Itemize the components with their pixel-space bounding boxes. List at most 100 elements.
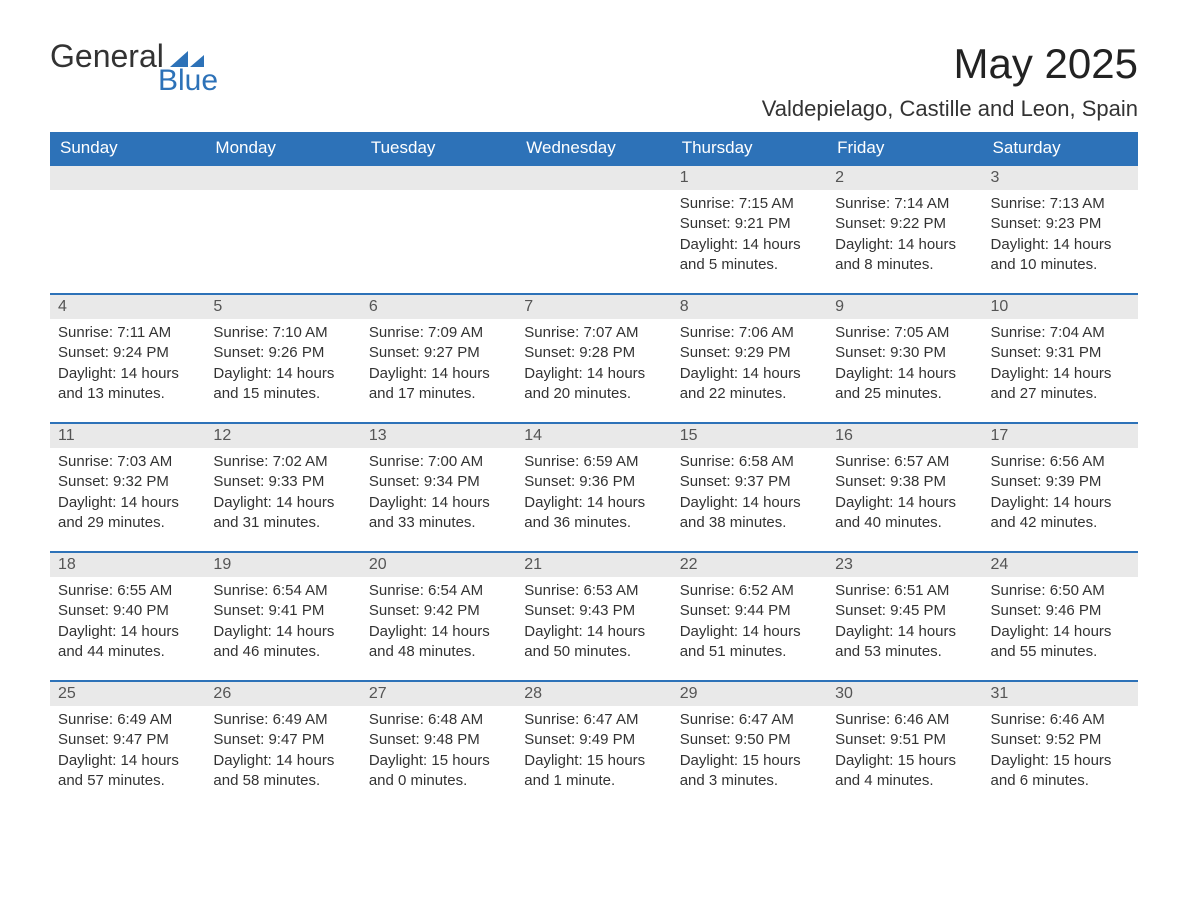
day-body: Sunrise: 6:59 AMSunset: 9:36 PMDaylight:… bbox=[516, 448, 671, 533]
day-body: Sunrise: 6:46 AMSunset: 9:52 PMDaylight:… bbox=[983, 706, 1138, 791]
sunset-text: Sunset: 9:50 PM bbox=[680, 730, 819, 750]
sunset-text: Sunset: 9:33 PM bbox=[213, 472, 352, 492]
day-number: 26 bbox=[205, 682, 360, 706]
daylight-text: Daylight: 14 hours and 33 minutes. bbox=[369, 493, 508, 534]
daylight-text: Daylight: 14 hours and 58 minutes. bbox=[213, 751, 352, 792]
day-number: 30 bbox=[827, 682, 982, 706]
day-body: Sunrise: 7:04 AMSunset: 9:31 PMDaylight:… bbox=[983, 319, 1138, 404]
calendar-week-row: 18Sunrise: 6:55 AMSunset: 9:40 PMDayligh… bbox=[50, 551, 1138, 680]
sunrise-text: Sunrise: 6:54 AM bbox=[369, 581, 508, 601]
calendar-cell: 29Sunrise: 6:47 AMSunset: 9:50 PMDayligh… bbox=[672, 680, 827, 809]
calendar-week-row: 1Sunrise: 7:15 AMSunset: 9:21 PMDaylight… bbox=[50, 164, 1138, 293]
day-number: 12 bbox=[205, 424, 360, 448]
calendar-cell: 26Sunrise: 6:49 AMSunset: 9:47 PMDayligh… bbox=[205, 680, 360, 809]
day-body: Sunrise: 6:55 AMSunset: 9:40 PMDaylight:… bbox=[50, 577, 205, 662]
calendar-header-row: Sunday Monday Tuesday Wednesday Thursday… bbox=[50, 132, 1138, 164]
sunrise-text: Sunrise: 7:06 AM bbox=[680, 323, 819, 343]
day-number: 20 bbox=[361, 553, 516, 577]
sunset-text: Sunset: 9:49 PM bbox=[524, 730, 663, 750]
day-number: 6 bbox=[361, 295, 516, 319]
day-number: 14 bbox=[516, 424, 671, 448]
calendar-cell: 12Sunrise: 7:02 AMSunset: 9:33 PMDayligh… bbox=[205, 422, 360, 551]
sunrise-text: Sunrise: 7:13 AM bbox=[991, 194, 1130, 214]
day-body: Sunrise: 6:57 AMSunset: 9:38 PMDaylight:… bbox=[827, 448, 982, 533]
calendar-cell: 13Sunrise: 7:00 AMSunset: 9:34 PMDayligh… bbox=[361, 422, 516, 551]
day-number: 15 bbox=[672, 424, 827, 448]
sunset-text: Sunset: 9:40 PM bbox=[58, 601, 197, 621]
calendar-cell: 20Sunrise: 6:54 AMSunset: 9:42 PMDayligh… bbox=[361, 551, 516, 680]
sunset-text: Sunset: 9:48 PM bbox=[369, 730, 508, 750]
sunrise-text: Sunrise: 7:15 AM bbox=[680, 194, 819, 214]
daylight-text: Daylight: 14 hours and 15 minutes. bbox=[213, 364, 352, 405]
daylight-text: Daylight: 14 hours and 40 minutes. bbox=[835, 493, 974, 534]
day-body: Sunrise: 6:56 AMSunset: 9:39 PMDaylight:… bbox=[983, 448, 1138, 533]
sunrise-text: Sunrise: 6:46 AM bbox=[835, 710, 974, 730]
logo-text-blue: Blue bbox=[158, 66, 218, 96]
day-number: 2 bbox=[827, 166, 982, 190]
day-number: 8 bbox=[672, 295, 827, 319]
sunrise-text: Sunrise: 6:47 AM bbox=[524, 710, 663, 730]
sunset-text: Sunset: 9:36 PM bbox=[524, 472, 663, 492]
day-body: Sunrise: 6:49 AMSunset: 9:47 PMDaylight:… bbox=[205, 706, 360, 791]
sunrise-text: Sunrise: 6:49 AM bbox=[58, 710, 197, 730]
sunset-text: Sunset: 9:45 PM bbox=[835, 601, 974, 621]
col-header: Wednesday bbox=[516, 132, 671, 164]
calendar-week-row: 25Sunrise: 6:49 AMSunset: 9:47 PMDayligh… bbox=[50, 680, 1138, 809]
day-body: Sunrise: 7:10 AMSunset: 9:26 PMDaylight:… bbox=[205, 319, 360, 404]
daylight-text: Daylight: 14 hours and 46 minutes. bbox=[213, 622, 352, 663]
sunrise-text: Sunrise: 6:56 AM bbox=[991, 452, 1130, 472]
calendar-week-row: 4Sunrise: 7:11 AMSunset: 9:24 PMDaylight… bbox=[50, 293, 1138, 422]
daylight-text: Daylight: 15 hours and 6 minutes. bbox=[991, 751, 1130, 792]
daylight-text: Daylight: 15 hours and 3 minutes. bbox=[680, 751, 819, 792]
col-header: Friday bbox=[827, 132, 982, 164]
day-body: Sunrise: 7:06 AMSunset: 9:29 PMDaylight:… bbox=[672, 319, 827, 404]
calendar-cell: 2Sunrise: 7:14 AMSunset: 9:22 PMDaylight… bbox=[827, 164, 982, 293]
sunrise-text: Sunrise: 6:50 AM bbox=[991, 581, 1130, 601]
sunset-text: Sunset: 9:22 PM bbox=[835, 214, 974, 234]
daylight-text: Daylight: 14 hours and 25 minutes. bbox=[835, 364, 974, 405]
day-number-empty bbox=[205, 166, 360, 190]
calendar-cell: 10Sunrise: 7:04 AMSunset: 9:31 PMDayligh… bbox=[983, 293, 1138, 422]
location-text: Valdepielago, Castille and Leon, Spain bbox=[762, 96, 1138, 122]
sunset-text: Sunset: 9:39 PM bbox=[991, 472, 1130, 492]
calendar-cell: 16Sunrise: 6:57 AMSunset: 9:38 PMDayligh… bbox=[827, 422, 982, 551]
day-body: Sunrise: 6:47 AMSunset: 9:50 PMDaylight:… bbox=[672, 706, 827, 791]
day-body: Sunrise: 7:03 AMSunset: 9:32 PMDaylight:… bbox=[50, 448, 205, 533]
logo-text-general: General bbox=[50, 40, 164, 72]
daylight-text: Daylight: 14 hours and 44 minutes. bbox=[58, 622, 197, 663]
daylight-text: Daylight: 14 hours and 31 minutes. bbox=[213, 493, 352, 534]
sunrise-text: Sunrise: 6:54 AM bbox=[213, 581, 352, 601]
day-body: Sunrise: 6:51 AMSunset: 9:45 PMDaylight:… bbox=[827, 577, 982, 662]
sunrise-text: Sunrise: 7:03 AM bbox=[58, 452, 197, 472]
calendar-cell: 5Sunrise: 7:10 AMSunset: 9:26 PMDaylight… bbox=[205, 293, 360, 422]
daylight-text: Daylight: 14 hours and 48 minutes. bbox=[369, 622, 508, 663]
day-body: Sunrise: 7:07 AMSunset: 9:28 PMDaylight:… bbox=[516, 319, 671, 404]
calendar-cell: 14Sunrise: 6:59 AMSunset: 9:36 PMDayligh… bbox=[516, 422, 671, 551]
daylight-text: Daylight: 14 hours and 53 minutes. bbox=[835, 622, 974, 663]
sunset-text: Sunset: 9:30 PM bbox=[835, 343, 974, 363]
day-number: 25 bbox=[50, 682, 205, 706]
day-body: Sunrise: 6:54 AMSunset: 9:42 PMDaylight:… bbox=[361, 577, 516, 662]
calendar-cell: 1Sunrise: 7:15 AMSunset: 9:21 PMDaylight… bbox=[672, 164, 827, 293]
sunset-text: Sunset: 9:41 PM bbox=[213, 601, 352, 621]
day-number: 13 bbox=[361, 424, 516, 448]
sunset-text: Sunset: 9:44 PM bbox=[680, 601, 819, 621]
sunrise-text: Sunrise: 6:59 AM bbox=[524, 452, 663, 472]
sunset-text: Sunset: 9:37 PM bbox=[680, 472, 819, 492]
sunset-text: Sunset: 9:21 PM bbox=[680, 214, 819, 234]
daylight-text: Daylight: 14 hours and 50 minutes. bbox=[524, 622, 663, 663]
daylight-text: Daylight: 14 hours and 5 minutes. bbox=[680, 235, 819, 276]
col-header: Monday bbox=[205, 132, 360, 164]
daylight-text: Daylight: 14 hours and 8 minutes. bbox=[835, 235, 974, 276]
day-number: 10 bbox=[983, 295, 1138, 319]
col-header: Sunday bbox=[50, 132, 205, 164]
sunset-text: Sunset: 9:38 PM bbox=[835, 472, 974, 492]
calendar-cell: 11Sunrise: 7:03 AMSunset: 9:32 PMDayligh… bbox=[50, 422, 205, 551]
sunrise-text: Sunrise: 6:51 AM bbox=[835, 581, 974, 601]
daylight-text: Daylight: 15 hours and 1 minute. bbox=[524, 751, 663, 792]
sunset-text: Sunset: 9:29 PM bbox=[680, 343, 819, 363]
day-number: 31 bbox=[983, 682, 1138, 706]
day-body: Sunrise: 7:05 AMSunset: 9:30 PMDaylight:… bbox=[827, 319, 982, 404]
daylight-text: Daylight: 14 hours and 51 minutes. bbox=[680, 622, 819, 663]
sunrise-text: Sunrise: 6:53 AM bbox=[524, 581, 663, 601]
